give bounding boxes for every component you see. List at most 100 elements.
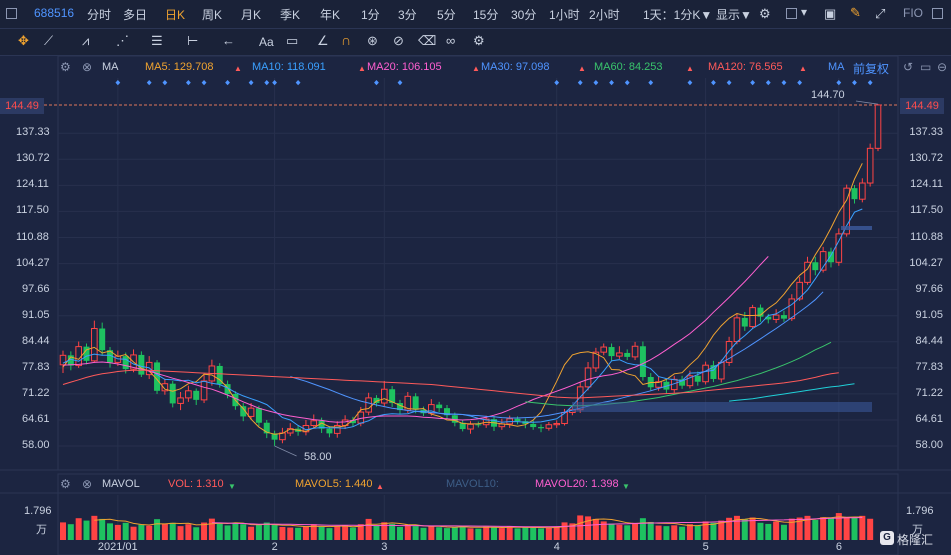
candle-body (608, 347, 615, 357)
candle-body (717, 361, 725, 380)
magnet-icon[interactable]: ∩ (341, 32, 352, 48)
candles (59, 104, 882, 446)
text-tool[interactable]: Aa (259, 35, 274, 49)
candle (138, 351, 145, 378)
link-icon[interactable]: ∞ (446, 33, 456, 48)
price-tick-label: 64.61 (915, 412, 943, 425)
tab-monthly-k[interactable]: 月K (241, 8, 262, 22)
candle-body (553, 423, 561, 426)
volume-bar (632, 522, 639, 540)
candle (592, 347, 600, 372)
ma-close-icon[interactable]: ⊗ (82, 60, 93, 74)
panel-toggle-icon[interactable] (932, 8, 943, 19)
checkbox-icon[interactable] (786, 8, 797, 19)
candle-body (812, 262, 819, 271)
volume-bar (436, 527, 443, 540)
candle-body (107, 350, 114, 363)
current-price-tag-right: 144.49 (900, 98, 944, 114)
minus-icon[interactable]: ⊖ (937, 60, 948, 74)
note-tool-icon[interactable]: ▭ (286, 33, 299, 48)
panel-icon[interactable]: ▭ (920, 60, 932, 74)
wave-tool-icon[interactable]: ⋰ (116, 33, 129, 48)
settings-gear-icon[interactable]: ⚙ (759, 6, 771, 21)
candle (193, 388, 200, 405)
tab-3min[interactable]: 3分 (398, 8, 417, 22)
ma-settings-icon[interactable]: ⚙ (60, 60, 71, 74)
volume-bar (694, 525, 701, 540)
checkbox-caret-icon[interactable]: ▾ (801, 5, 808, 19)
tab-intraday[interactable]: 分时 (87, 8, 112, 22)
candle-body (655, 381, 662, 388)
volume-bar (741, 519, 748, 540)
tab-5min[interactable]: 5分 (437, 8, 456, 22)
restore-right-toggle[interactable]: 前复权 (853, 62, 890, 76)
volume-bar (569, 523, 576, 540)
mavol20-label: MAVOL20: 1.398 (535, 478, 619, 490)
tab-1hour[interactable]: 1小时 (549, 8, 580, 22)
candle (804, 256, 811, 285)
candle-body (396, 403, 403, 411)
candle (263, 419, 270, 439)
tab-15min[interactable]: 15分 (473, 8, 499, 22)
trend-tool-icon[interactable]: ⩘ (82, 33, 90, 48)
candle-body (271, 433, 278, 440)
tab-weekly-k[interactable]: 周K (202, 8, 223, 22)
price-tick-label-left: 104.27 (16, 256, 50, 269)
candle (396, 399, 403, 415)
ruler-tool-icon[interactable]: ∠ (317, 33, 329, 48)
volume-bar (342, 525, 349, 540)
price-tick-label: 58.00 (915, 439, 943, 451)
arrow-tool-icon[interactable]: ← (222, 33, 235, 48)
crosshair-move-icon[interactable]: ✥ (18, 33, 29, 48)
window-square-icon[interactable] (6, 8, 17, 19)
ma10-label: MA10: 118.091 (252, 61, 326, 73)
tab-daily-k[interactable]: 日K (165, 8, 186, 22)
volume-bar (765, 523, 772, 540)
candle-body (200, 380, 208, 401)
volume-bar (616, 524, 623, 540)
candle-body (75, 346, 82, 367)
event-markers (115, 80, 873, 86)
period-dropdown[interactable]: 1天：1分K▼ (643, 8, 713, 22)
candle (271, 430, 278, 446)
candle (169, 380, 176, 408)
vol-settings-icon[interactable]: ⚙ (60, 477, 71, 491)
event-marker (797, 80, 803, 86)
tab-quarterly-k[interactable]: 季K (280, 8, 301, 22)
line-tool-icon[interactable]: ⟋ (44, 33, 54, 48)
toolbar-settings-icon[interactable]: ⚙ (473, 33, 485, 48)
fibonacci-tool-icon[interactable]: ☰ (151, 33, 163, 48)
volume-bar (514, 528, 521, 540)
fullscreen-icon[interactable]: ⤢ (875, 6, 886, 21)
candle (412, 393, 419, 414)
fio-label[interactable]: FIO (903, 6, 923, 20)
tab-30min[interactable]: 30分 (511, 8, 537, 22)
range-tool-icon[interactable]: ⊢ (187, 33, 199, 48)
tab-1min[interactable]: 1分 (361, 8, 380, 22)
price-tick-label-left: 137.33 (16, 126, 50, 139)
volume-bar (185, 524, 192, 540)
tab-multi-day[interactable]: 多日 (123, 8, 148, 22)
volume-bar (60, 522, 66, 540)
volume-bar (318, 526, 325, 540)
undo-icon[interactable]: ↺ (903, 60, 914, 74)
lock-drawings-icon[interactable]: ⊛ (367, 33, 378, 48)
display-dropdown[interactable]: 显示▼ (716, 8, 752, 22)
event-marker (374, 80, 379, 86)
tab-yearly-k[interactable]: 年K (320, 8, 341, 22)
vol-close-icon[interactable]: ⊗ (82, 477, 93, 491)
tab-2hour[interactable]: 2小时 (589, 8, 620, 22)
hide-drawings-icon[interactable]: ⊘ (393, 33, 404, 48)
candle-body (733, 317, 741, 343)
ma5-up-arrow: ▲ (234, 64, 242, 73)
delete-icon[interactable]: ⌫ (418, 33, 437, 48)
ma-lines (62, 163, 863, 435)
volume-bar (639, 518, 646, 540)
pencil-icon[interactable]: ✎ (850, 5, 861, 20)
candle-body (749, 307, 756, 328)
volume-bar (154, 519, 161, 540)
candle (780, 310, 787, 322)
image-icon[interactable]: ▣ (824, 6, 837, 21)
candle-body (804, 261, 811, 283)
volume-bar (107, 523, 114, 540)
